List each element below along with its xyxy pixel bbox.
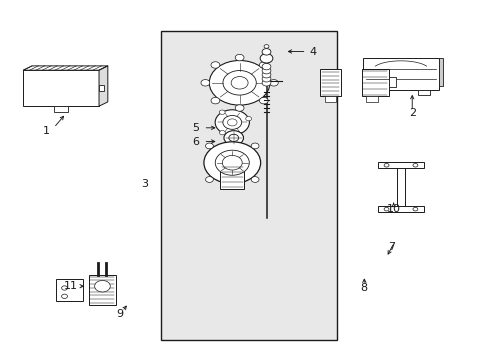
Bar: [388, 77, 395, 87]
Bar: [23, 70, 99, 106]
Circle shape: [262, 67, 270, 74]
Bar: [220, 166, 244, 189]
Circle shape: [384, 163, 388, 167]
Bar: [54, 106, 68, 112]
Bar: [161, 31, 337, 340]
Text: 11: 11: [64, 281, 78, 291]
Circle shape: [224, 131, 243, 145]
Circle shape: [235, 54, 244, 61]
Circle shape: [61, 286, 67, 290]
Bar: [396, 162, 404, 212]
Circle shape: [223, 116, 241, 129]
Circle shape: [251, 177, 259, 183]
Circle shape: [215, 150, 249, 175]
Bar: [377, 206, 423, 212]
Circle shape: [94, 280, 110, 292]
Bar: [99, 85, 104, 91]
Bar: [377, 162, 423, 168]
Circle shape: [262, 80, 270, 86]
Bar: [325, 96, 335, 102]
Circle shape: [205, 143, 213, 149]
Circle shape: [211, 97, 220, 104]
Text: 4: 4: [309, 47, 316, 57]
Circle shape: [209, 60, 269, 105]
Circle shape: [215, 110, 249, 135]
Circle shape: [227, 119, 237, 126]
Circle shape: [412, 207, 417, 211]
Circle shape: [259, 97, 267, 104]
Circle shape: [412, 163, 417, 167]
Bar: [438, 58, 442, 86]
Polygon shape: [23, 66, 107, 70]
Circle shape: [269, 80, 278, 86]
Circle shape: [245, 117, 251, 121]
Circle shape: [61, 294, 67, 298]
Circle shape: [228, 134, 238, 141]
Bar: [362, 58, 438, 90]
Text: 6: 6: [192, 137, 199, 147]
Polygon shape: [99, 66, 107, 106]
Text: 1: 1: [43, 126, 50, 136]
Circle shape: [262, 71, 270, 78]
Circle shape: [235, 105, 244, 111]
Circle shape: [262, 63, 270, 70]
Bar: [56, 279, 83, 301]
Circle shape: [222, 156, 242, 170]
Text: 9: 9: [116, 309, 123, 319]
Bar: [365, 96, 377, 102]
Circle shape: [219, 110, 224, 114]
Circle shape: [262, 49, 270, 55]
Circle shape: [260, 54, 272, 63]
Text: 3: 3: [141, 179, 147, 189]
Circle shape: [219, 131, 225, 135]
Text: 7: 7: [387, 242, 394, 252]
Circle shape: [211, 62, 220, 68]
Bar: [417, 90, 428, 95]
Circle shape: [223, 71, 256, 95]
Circle shape: [203, 142, 260, 184]
Circle shape: [259, 62, 267, 68]
Text: 10: 10: [386, 204, 400, 214]
Circle shape: [251, 143, 259, 149]
Circle shape: [205, 177, 213, 183]
Bar: [372, 90, 383, 95]
Text: 2: 2: [408, 108, 415, 118]
Circle shape: [264, 45, 268, 48]
Circle shape: [201, 80, 209, 86]
Text: 8: 8: [360, 283, 367, 293]
Circle shape: [231, 77, 247, 89]
Bar: [361, 69, 388, 96]
Bar: [320, 69, 340, 96]
Circle shape: [262, 76, 270, 82]
Circle shape: [384, 207, 388, 211]
Bar: [89, 274, 116, 305]
Text: 5: 5: [192, 123, 199, 133]
